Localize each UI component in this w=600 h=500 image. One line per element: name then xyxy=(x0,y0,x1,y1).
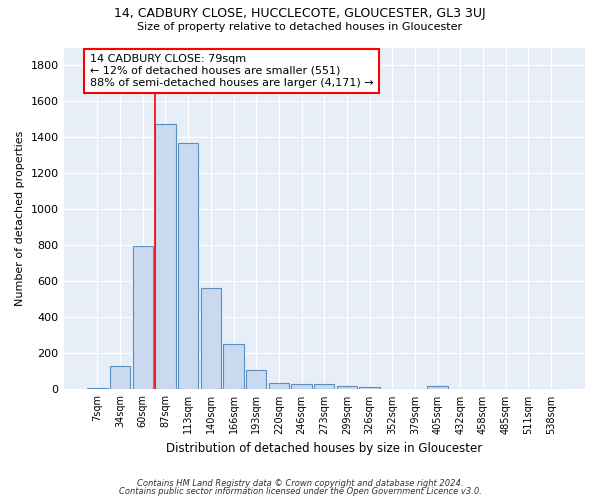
Bar xyxy=(246,370,266,390)
X-axis label: Distribution of detached houses by size in Gloucester: Distribution of detached houses by size … xyxy=(166,442,482,455)
Bar xyxy=(110,366,130,390)
Text: Contains HM Land Registry data © Crown copyright and database right 2024.: Contains HM Land Registry data © Crown c… xyxy=(137,478,463,488)
Text: 14, CADBURY CLOSE, HUCCLECOTE, GLOUCESTER, GL3 3UJ: 14, CADBURY CLOSE, HUCCLECOTE, GLOUCESTE… xyxy=(114,8,486,20)
Y-axis label: Number of detached properties: Number of detached properties xyxy=(15,131,25,306)
Bar xyxy=(155,124,176,390)
Bar xyxy=(269,383,289,390)
Bar xyxy=(337,386,357,390)
Text: 14 CADBURY CLOSE: 79sqm
← 12% of detached houses are smaller (551)
88% of semi-d: 14 CADBURY CLOSE: 79sqm ← 12% of detache… xyxy=(89,54,373,88)
Bar xyxy=(200,288,221,390)
Bar xyxy=(292,384,312,390)
Bar xyxy=(427,386,448,390)
Bar xyxy=(133,246,153,390)
Text: Size of property relative to detached houses in Gloucester: Size of property relative to detached ho… xyxy=(137,22,463,32)
Bar xyxy=(223,344,244,390)
Bar xyxy=(178,143,199,390)
Text: Contains public sector information licensed under the Open Government Licence v3: Contains public sector information licen… xyxy=(119,487,481,496)
Bar xyxy=(359,386,380,390)
Bar xyxy=(87,388,107,390)
Bar xyxy=(314,384,334,390)
